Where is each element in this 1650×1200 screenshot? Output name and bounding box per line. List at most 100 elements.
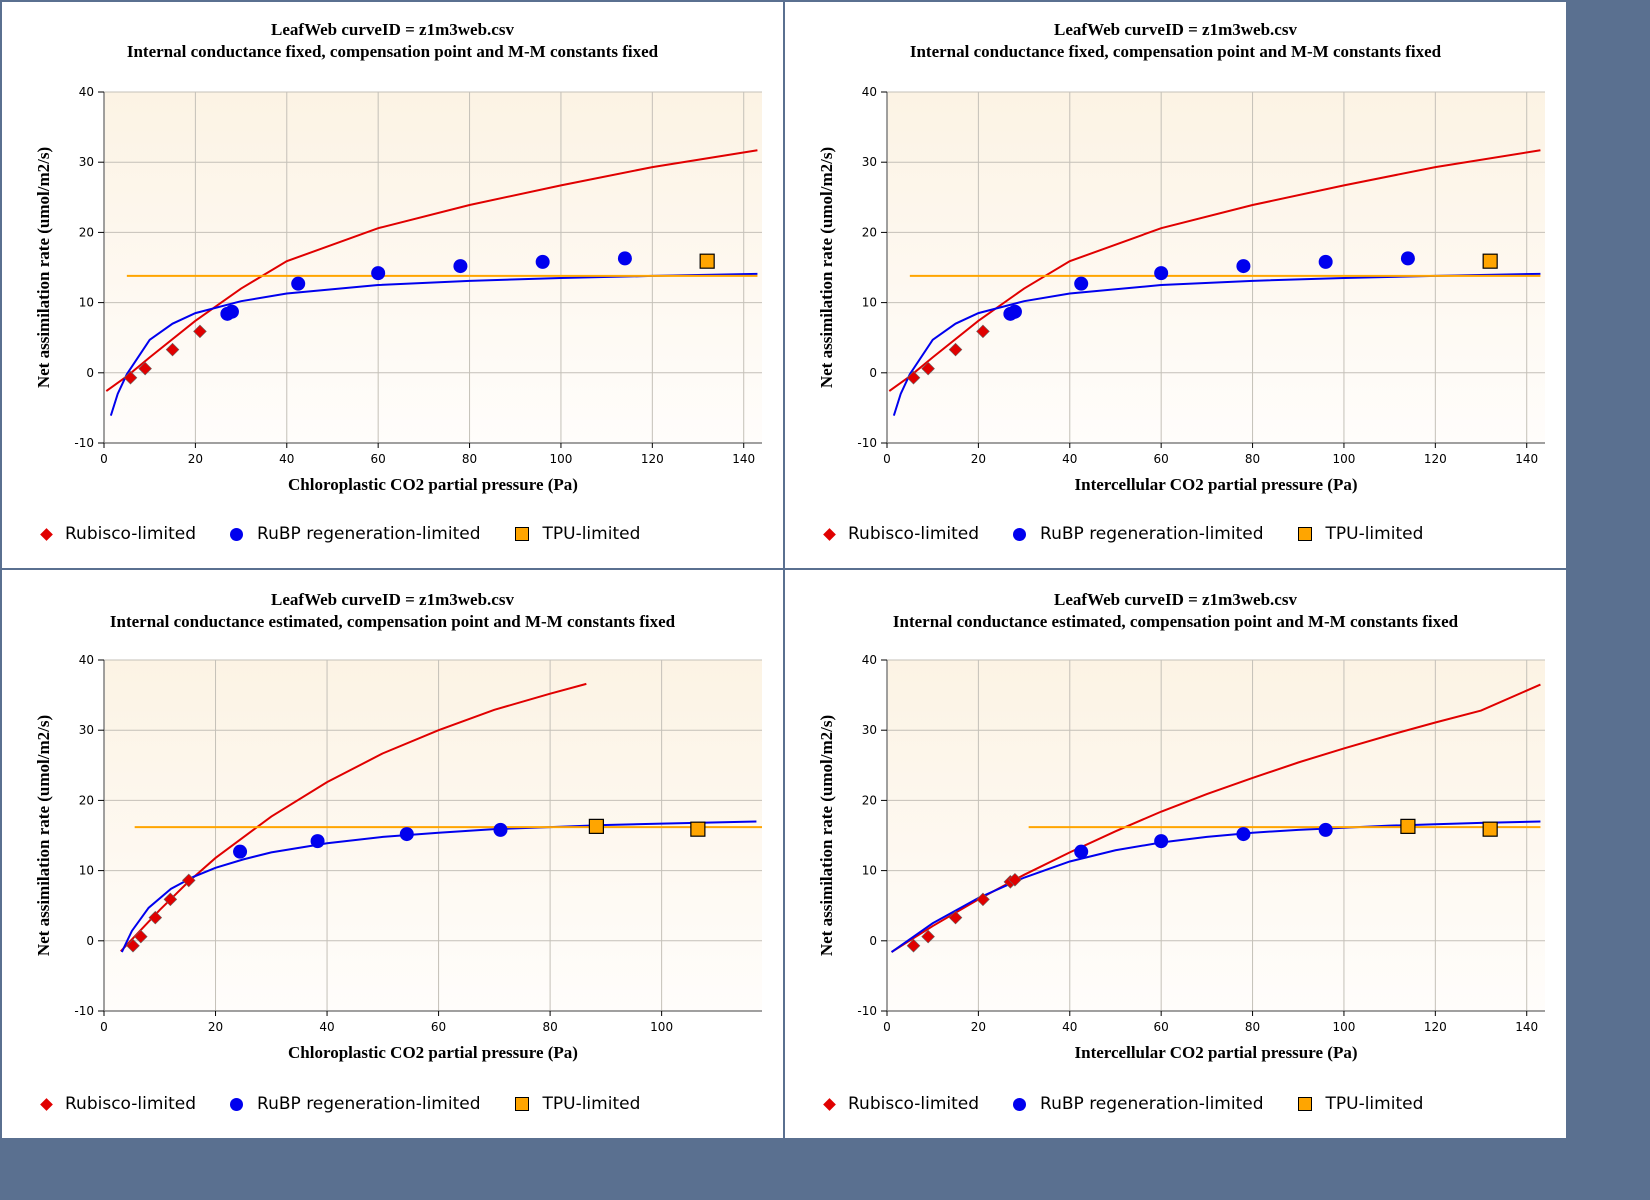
x-tick-label: 40 xyxy=(1062,452,1077,466)
plot-area: 0 20 40 60 80 100 -10 0 10 20 30 40 Chloroplastic CO… xyxy=(34,653,762,1062)
y-tick-label: 20 xyxy=(862,793,877,807)
rubisco-point xyxy=(1008,872,1022,887)
y-axis-title: Net assimilation rate (umol/m2/s) xyxy=(34,147,53,388)
legend-label: Rubisco-limited xyxy=(848,1094,980,1114)
chart-title: LeafWeb curveID = z1m3web.csv xyxy=(271,20,514,39)
x-tick-label: 40 xyxy=(1062,1020,1077,1034)
y-tick-label: -10 xyxy=(857,1004,877,1018)
tpu-point xyxy=(690,821,706,837)
x-tick-label: 0 xyxy=(883,452,891,466)
x-tick-label: 0 xyxy=(883,1020,891,1034)
circle-icon xyxy=(1013,527,1027,541)
plot-area: 0 20 40 60 80 100 120 140 -10 0 10 20 30 40 Chloroplas… xyxy=(34,85,762,494)
chart-subtitle: Internal conductance estimated, compensa… xyxy=(892,612,1459,631)
x-tick-label: 60 xyxy=(1154,1020,1169,1034)
tpu-point xyxy=(1482,821,1498,837)
rubisco-point xyxy=(921,361,935,376)
x-tick-label: 20 xyxy=(971,452,986,466)
square-icon xyxy=(1297,527,1312,541)
rubp-fit-line xyxy=(120,820,757,953)
rubp-point xyxy=(493,822,508,837)
tpu-point xyxy=(699,253,715,269)
rubisco-point xyxy=(134,929,148,944)
legend: Rubisco-limited RuBP regeneration-limite… xyxy=(823,1094,1457,1114)
rubisco-point xyxy=(126,938,140,953)
y-tick-label: 0 xyxy=(869,366,877,380)
rubp-point xyxy=(1074,276,1089,291)
legend-label: TPU-limited xyxy=(1325,524,1424,544)
y-tick-label: 40 xyxy=(862,85,877,99)
y-tick-label: 30 xyxy=(862,723,877,737)
diamond-icon xyxy=(40,1097,53,1111)
rubisco-point xyxy=(921,929,935,944)
y-tick-label: 20 xyxy=(79,225,94,239)
legend-item-tpu: TPU-limited xyxy=(514,1094,641,1114)
legend-item-rubisco: Rubisco-limited xyxy=(823,524,980,544)
rubp-point xyxy=(617,251,632,266)
plot-background xyxy=(887,92,1545,443)
x-tick-label: 120 xyxy=(1424,452,1447,466)
legend-item-rubisco: Rubisco-limited xyxy=(40,1094,197,1114)
square-icon xyxy=(514,1097,529,1111)
y-tick-label: 0 xyxy=(86,366,94,380)
legend-label: TPU-limited xyxy=(542,1094,641,1114)
legend: Rubisco-limited RuBP regeneration-limite… xyxy=(40,524,674,544)
x-tick-label: 80 xyxy=(1245,1020,1260,1034)
legend-label: TPU-limited xyxy=(1325,1094,1424,1114)
x-tick-label: 120 xyxy=(641,452,664,466)
rubp-point xyxy=(1400,251,1415,266)
rubisco-fit-line xyxy=(105,149,758,392)
y-tick-label: 40 xyxy=(79,85,94,99)
x-tick-label: 100 xyxy=(650,1020,673,1034)
x-tick-label: 140 xyxy=(1515,452,1538,466)
y-tick-label: 20 xyxy=(862,225,877,239)
x-tick-label: 20 xyxy=(188,452,203,466)
y-tick-label: -10 xyxy=(857,436,877,450)
chart-panel-2: LeafWeb curveID = z1m3web.csv Internal c… xyxy=(783,0,1568,570)
y-tick-label: 30 xyxy=(862,155,877,169)
x-tick-label: 100 xyxy=(549,452,572,466)
rubp-point xyxy=(1154,834,1169,849)
plot-area: 0 20 40 60 80 100 120 140 -10 0 10 20 30 40 Intercellu… xyxy=(817,85,1545,494)
x-tick-label: 60 xyxy=(1154,452,1169,466)
x-axis-title: Intercellular CO2 partial pressure (Pa) xyxy=(1075,1043,1358,1062)
chart-title: LeafWeb curveID = z1m3web.csv xyxy=(1054,20,1297,39)
plot-background xyxy=(104,92,762,443)
legend-label: RuBP regeneration-limited xyxy=(257,524,481,544)
rubisco-point xyxy=(906,370,921,385)
legend-item-rubp: RuBP regeneration-limited xyxy=(1013,524,1264,544)
rubisco-point xyxy=(148,910,163,925)
x-axis-title: Chloroplastic CO2 partial pressure (Pa) xyxy=(288,1043,578,1062)
tpu-point xyxy=(1400,818,1416,834)
x-tick-label: 40 xyxy=(279,452,294,466)
rubisco-point xyxy=(948,910,963,925)
chart-subtitle: Internal conductance fixed, compensation… xyxy=(909,42,1442,61)
rubp-point xyxy=(535,254,550,269)
rubp-point xyxy=(233,844,248,859)
rubp-point xyxy=(1318,822,1333,837)
x-tick-label: 120 xyxy=(1424,1020,1447,1034)
y-tick-label: 30 xyxy=(79,155,94,169)
plot-area: 0 20 40 60 80 100 120 140 -10 0 10 20 30 40 Intercellu… xyxy=(817,653,1545,1062)
y-tick-label: 10 xyxy=(862,296,877,310)
x-tick-label: 20 xyxy=(971,1020,986,1034)
rubisco-point xyxy=(976,324,990,339)
x-tick-label: 20 xyxy=(208,1020,223,1034)
rubp-fit-line xyxy=(892,272,1541,416)
rubisco-point xyxy=(123,370,138,385)
rubisco-point xyxy=(163,892,178,907)
chart-panel-1: LeafWeb curveID = z1m3web.csv Internal c… xyxy=(0,0,785,570)
legend-label: Rubisco-limited xyxy=(848,524,980,544)
diamond-icon xyxy=(40,527,53,541)
chart-panel-3: LeafWeb curveID = z1m3web.csv Internal c… xyxy=(0,568,785,1140)
legend-label: RuBP regeneration-limited xyxy=(257,1094,481,1114)
x-tick-label: 80 xyxy=(542,1020,557,1034)
y-tick-label: 30 xyxy=(79,723,94,737)
rubisco-point xyxy=(193,324,207,339)
plot-background xyxy=(104,660,762,1011)
rubisco-point xyxy=(181,873,196,888)
y-tick-label: -10 xyxy=(74,1004,94,1018)
rubp-point xyxy=(1236,827,1251,842)
x-tick-label: 80 xyxy=(462,452,477,466)
legend-label: Rubisco-limited xyxy=(65,1094,197,1114)
